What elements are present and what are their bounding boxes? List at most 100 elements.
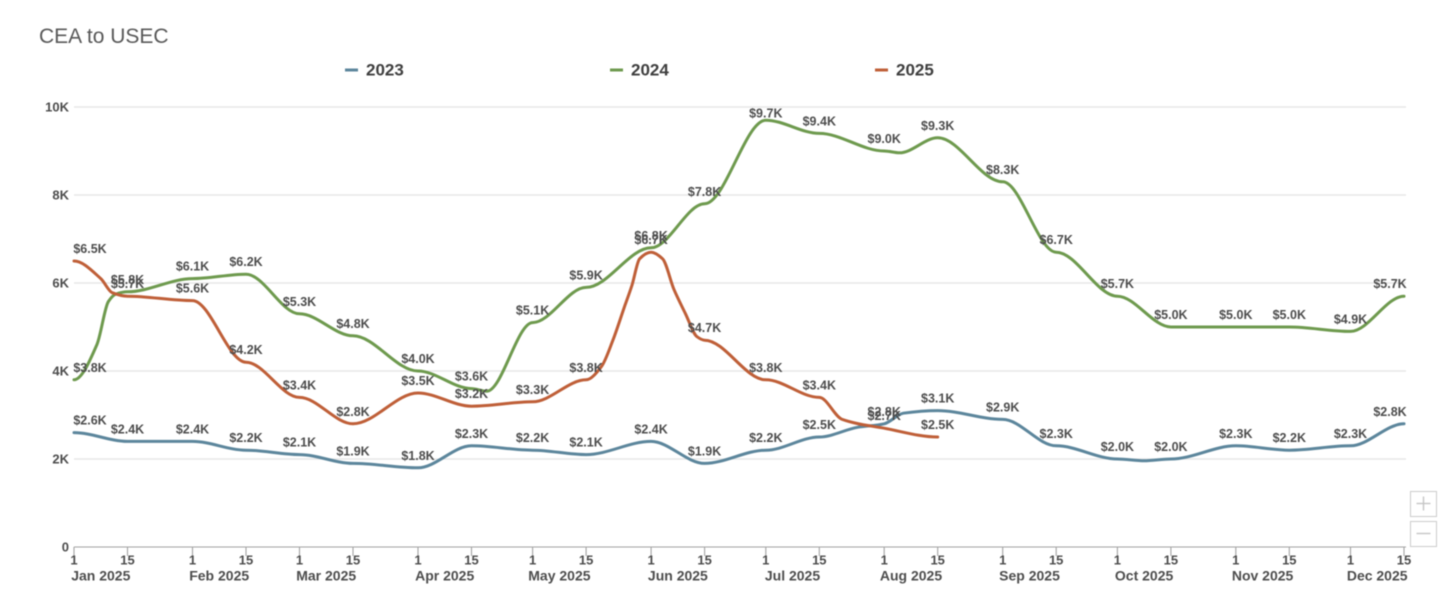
svg-text:$3.4K: $3.4K: [803, 378, 836, 392]
svg-text:$5.8K: $5.8K: [111, 273, 144, 287]
svg-text:$5.7K: $5.7K: [1101, 277, 1134, 291]
svg-text:1: 1: [881, 553, 888, 568]
svg-text:$4.7K: $4.7K: [688, 321, 721, 335]
svg-text:$3.1K: $3.1K: [921, 392, 954, 406]
svg-text:Sep 2025: Sep 2025: [999, 568, 1060, 584]
svg-text:$4.0K: $4.0K: [401, 352, 434, 366]
svg-text:$4.2K: $4.2K: [229, 343, 262, 357]
svg-text:1: 1: [762, 553, 769, 568]
svg-text:15: 15: [120, 553, 134, 568]
svg-text:2K: 2K: [52, 452, 69, 467]
svg-text:$3.8K: $3.8K: [73, 361, 106, 375]
svg-text:$9.3K: $9.3K: [921, 119, 954, 133]
svg-text:$2.4K: $2.4K: [634, 422, 667, 436]
svg-text:15: 15: [1282, 553, 1296, 568]
svg-text:1: 1: [529, 553, 536, 568]
svg-text:CEA to USEC: CEA to USEC: [39, 25, 169, 48]
svg-text:$3.3K: $3.3K: [516, 383, 549, 397]
svg-text:$8.3K: $8.3K: [986, 163, 1019, 177]
svg-text:$5.0K: $5.0K: [1154, 308, 1187, 322]
svg-text:$7.8K: $7.8K: [688, 185, 721, 199]
svg-text:4K: 4K: [52, 364, 69, 379]
svg-text:8K: 8K: [52, 188, 69, 203]
svg-text:Apr 2025: Apr 2025: [415, 568, 474, 584]
svg-text:1: 1: [189, 553, 196, 568]
svg-text:Oct 2025: Oct 2025: [1115, 568, 1174, 584]
svg-text:$4.8K: $4.8K: [336, 317, 369, 331]
svg-text:$2.3K: $2.3K: [455, 427, 488, 441]
svg-text:$5.7K: $5.7K: [111, 277, 144, 291]
svg-text:2025: 2025: [896, 61, 934, 80]
svg-text:$2.2K: $2.2K: [516, 431, 549, 445]
svg-text:$2.5K: $2.5K: [803, 418, 836, 432]
svg-text:1: 1: [414, 553, 421, 568]
svg-text:$2.2K: $2.2K: [749, 431, 782, 445]
svg-text:15: 15: [930, 553, 944, 568]
svg-text:15: 15: [812, 553, 826, 568]
svg-text:$9.0K: $9.0K: [868, 132, 901, 146]
svg-text:$3.6K: $3.6K: [455, 370, 488, 384]
svg-text:1: 1: [296, 553, 303, 568]
svg-text:$6.7K: $6.7K: [634, 233, 667, 247]
svg-text:1: 1: [1114, 553, 1121, 568]
svg-text:$5.6K: $5.6K: [176, 282, 209, 296]
svg-text:15: 15: [1164, 553, 1178, 568]
svg-text:$5.1K: $5.1K: [516, 304, 549, 318]
svg-text:1: 1: [70, 553, 77, 568]
svg-text:Jul 2025: Jul 2025: [765, 568, 820, 584]
svg-text:15: 15: [697, 553, 711, 568]
svg-text:$2.0K: $2.0K: [1101, 440, 1134, 454]
svg-text:Mar 2025: Mar 2025: [296, 568, 356, 584]
svg-text:$1.9K: $1.9K: [688, 444, 721, 458]
svg-text:$5.3K: $5.3K: [283, 295, 316, 309]
svg-text:10K: 10K: [45, 100, 69, 115]
svg-text:$2.6K: $2.6K: [73, 414, 106, 428]
svg-text:$3.4K: $3.4K: [283, 378, 316, 392]
svg-text:$3.8K: $3.8K: [569, 361, 602, 375]
svg-text:15: 15: [346, 553, 360, 568]
svg-text:$6.8K: $6.8K: [634, 229, 667, 243]
svg-text:6K: 6K: [52, 276, 69, 291]
svg-text:15: 15: [239, 553, 253, 568]
svg-text:$2.5K: $2.5K: [921, 418, 954, 432]
svg-text:$5.7K: $5.7K: [1373, 277, 1406, 291]
svg-text:May 2025: May 2025: [528, 568, 590, 584]
svg-text:Aug 2025: Aug 2025: [880, 568, 942, 584]
svg-text:Nov 2025: Nov 2025: [1232, 568, 1294, 584]
svg-text:$3.8K: $3.8K: [749, 361, 782, 375]
svg-text:1: 1: [1347, 553, 1354, 568]
svg-text:0: 0: [62, 540, 69, 555]
svg-text:$6.7K: $6.7K: [1040, 233, 1073, 247]
svg-text:$2.1K: $2.1K: [569, 436, 602, 450]
svg-text:15: 15: [1397, 553, 1411, 568]
svg-text:$2.4K: $2.4K: [111, 422, 144, 436]
svg-text:15: 15: [1049, 553, 1063, 568]
svg-text:$9.7K: $9.7K: [749, 107, 782, 121]
svg-text:$2.1K: $2.1K: [283, 436, 316, 450]
svg-text:$6.5K: $6.5K: [73, 242, 106, 256]
svg-text:$2.7K: $2.7K: [868, 409, 901, 423]
svg-text:15: 15: [464, 553, 478, 568]
svg-text:$1.9K: $1.9K: [336, 444, 369, 458]
svg-text:$3.5K: $3.5K: [401, 374, 434, 388]
svg-text:$2.0K: $2.0K: [1154, 440, 1187, 454]
svg-text:$3.2K: $3.2K: [455, 387, 488, 401]
svg-text:$5.0K: $5.0K: [1219, 308, 1252, 322]
svg-text:$5.9K: $5.9K: [569, 268, 602, 282]
svg-text:1: 1: [1232, 553, 1239, 568]
svg-text:$2.3K: $2.3K: [1334, 427, 1367, 441]
svg-text:$2.8K: $2.8K: [336, 405, 369, 419]
svg-text:Feb 2025: Feb 2025: [189, 568, 249, 584]
svg-text:$2.4K: $2.4K: [176, 422, 209, 436]
svg-text:$5.0K: $5.0K: [1273, 308, 1306, 322]
svg-text:Jan 2025: Jan 2025: [71, 568, 130, 584]
svg-text:$6.1K: $6.1K: [176, 260, 209, 274]
svg-text:Dec 2025: Dec 2025: [1347, 568, 1408, 584]
svg-text:1: 1: [999, 553, 1006, 568]
svg-text:$2.3K: $2.3K: [1040, 427, 1073, 441]
svg-text:$2.2K: $2.2K: [1273, 431, 1306, 445]
svg-text:$4.9K: $4.9K: [1334, 312, 1367, 326]
svg-text:$2.2K: $2.2K: [229, 431, 262, 445]
svg-text:2024: 2024: [631, 61, 669, 80]
svg-text:2023: 2023: [366, 61, 404, 80]
